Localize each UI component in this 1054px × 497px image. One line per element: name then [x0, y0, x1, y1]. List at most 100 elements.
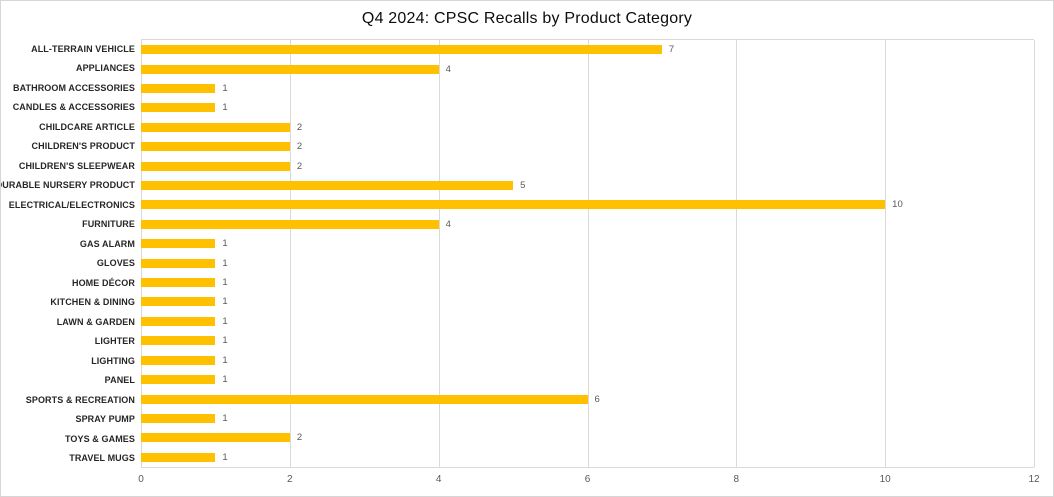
bar-row: 4 — [141, 215, 1034, 234]
bar — [141, 316, 216, 326]
category-label: CHILDREN'S SLEEPWEAR — [18, 160, 135, 171]
bar — [141, 161, 290, 171]
bar-row: 1 — [141, 351, 1034, 370]
gridline — [141, 40, 142, 467]
bar-row: 1 — [141, 331, 1034, 350]
category-label: CHILDREN'S PRODUCT — [31, 141, 135, 152]
bar-value-label: 1 — [222, 296, 228, 308]
x-tick-label: 4 — [435, 474, 442, 485]
bar — [141, 355, 216, 365]
category-label: GAS ALARM — [79, 238, 135, 249]
bar — [141, 181, 514, 191]
bar-value-label: 1 — [222, 238, 228, 250]
bar-row: 7 — [141, 40, 1034, 59]
bar — [141, 122, 290, 132]
bar-row: 1 — [141, 253, 1034, 272]
gridline — [289, 40, 291, 467]
category-label: LAWN & GARDEN — [56, 316, 135, 327]
gridline — [885, 40, 887, 467]
bar-value-label: 2 — [296, 432, 303, 444]
bar-row: 5 — [141, 176, 1034, 195]
bar-row: 1 — [141, 234, 1034, 253]
bar-row: 10 — [141, 195, 1034, 214]
bar-value-label: 1 — [222, 315, 228, 327]
category-label: LIGHTING — [91, 355, 135, 366]
x-axis-ticks: 0 2 4 6 8 10 12 — [138, 474, 1039, 488]
bar — [141, 297, 216, 307]
bar — [141, 239, 216, 249]
bar-value-label: 1 — [222, 83, 228, 95]
bar — [141, 375, 216, 385]
bar-row: 2 — [141, 118, 1034, 137]
category-label: ALL-TERRAIN VEHICLE — [31, 43, 135, 54]
bar — [141, 200, 886, 210]
bar-value-label: 1 — [222, 374, 228, 386]
bar-row: 2 — [141, 428, 1034, 447]
category-label: CHILDCARE ARTICLE — [39, 121, 135, 132]
bar-row: 4 — [141, 59, 1034, 78]
bar — [141, 394, 588, 404]
gridline — [438, 40, 440, 467]
bar-row: 1 — [141, 370, 1034, 389]
category-label: APPLIANCES — [75, 63, 135, 74]
x-tick-label: 2 — [287, 474, 293, 485]
bar — [141, 278, 216, 288]
gridline — [587, 40, 589, 467]
category-label: GLOVES — [96, 258, 135, 269]
bar — [141, 142, 290, 152]
category-label: FURNITURE — [82, 219, 135, 230]
category-label: SPRAY PUMP — [75, 414, 135, 425]
bar-row: 1 — [141, 98, 1034, 117]
bar — [141, 103, 216, 113]
bar-value-label: 1 — [222, 335, 228, 347]
bar — [141, 45, 662, 55]
x-tick-label: 8 — [733, 474, 740, 485]
bar-value-label: 5 — [520, 180, 526, 192]
bar-row: 1 — [141, 409, 1034, 428]
gridlines — [141, 40, 1035, 467]
bar — [141, 219, 439, 229]
bar-value-label: 1 — [222, 412, 228, 424]
bar — [141, 84, 216, 94]
bar-value-label: 1 — [222, 354, 228, 366]
bar — [141, 336, 216, 346]
chart-title: Q4 2024: CPSC Recalls by Product Categor… — [361, 10, 693, 27]
category-label: HOME DÉCOR — [71, 277, 135, 288]
category-label: LIGHTER — [94, 336, 135, 347]
plot-rows: 7 4 1 1 2 2 2 5 10 4 1 1 1 1 1 1 1 1 6 1 2 1 — [141, 40, 1034, 467]
category-label: PANEL — [104, 375, 135, 386]
x-tick-label: 12 — [1028, 474, 1040, 485]
bar — [141, 258, 216, 268]
bar-value-label: 7 — [668, 44, 675, 56]
bar-value-label: 1 — [222, 277, 228, 289]
bar-value-label: 2 — [296, 121, 303, 133]
category-axis: ALL-TERRAIN VEHICLE APPLIANCES BATHROOM AC… — [1, 39, 135, 468]
category-label: SPORTS & RECREATION — [25, 394, 135, 405]
bar-value-label: 6 — [594, 393, 600, 405]
bar-value-label: 2 — [296, 160, 303, 172]
bar — [141, 433, 290, 443]
bar-row: 1 — [141, 79, 1034, 98]
bar-value-label: 1 — [222, 451, 228, 463]
bar-row: 1 — [141, 292, 1034, 311]
category-label: KITCHEN & DINING — [50, 297, 135, 308]
bar-row: 6 — [141, 389, 1034, 408]
plot-area: 7 4 1 1 2 2 2 5 10 4 1 1 1 1 1 1 1 1 6 1 2 1 — [141, 39, 1035, 468]
gridline — [1034, 40, 1035, 467]
bar-row: 2 — [141, 156, 1034, 175]
x-tick-label: 0 — [138, 474, 144, 485]
bar-value-label: 1 — [222, 102, 228, 114]
bar-value-label: 4 — [445, 63, 451, 75]
bar-value-label: 1 — [222, 257, 228, 269]
category-label: TRAVEL MUGS — [69, 453, 135, 464]
bar-row: 2 — [141, 137, 1034, 156]
bar-row: 1 — [141, 273, 1034, 292]
bar-value-label: 4 — [445, 218, 451, 230]
bar — [141, 64, 439, 74]
category-label: TOYS & GAMES — [64, 433, 135, 444]
bar — [141, 413, 216, 423]
bar-row: 1 — [141, 448, 1034, 467]
category-label: BATHROOM ACCESSORIES — [12, 82, 135, 93]
category-label: DURABLE NURSERY PRODUCT — [0, 180, 135, 191]
